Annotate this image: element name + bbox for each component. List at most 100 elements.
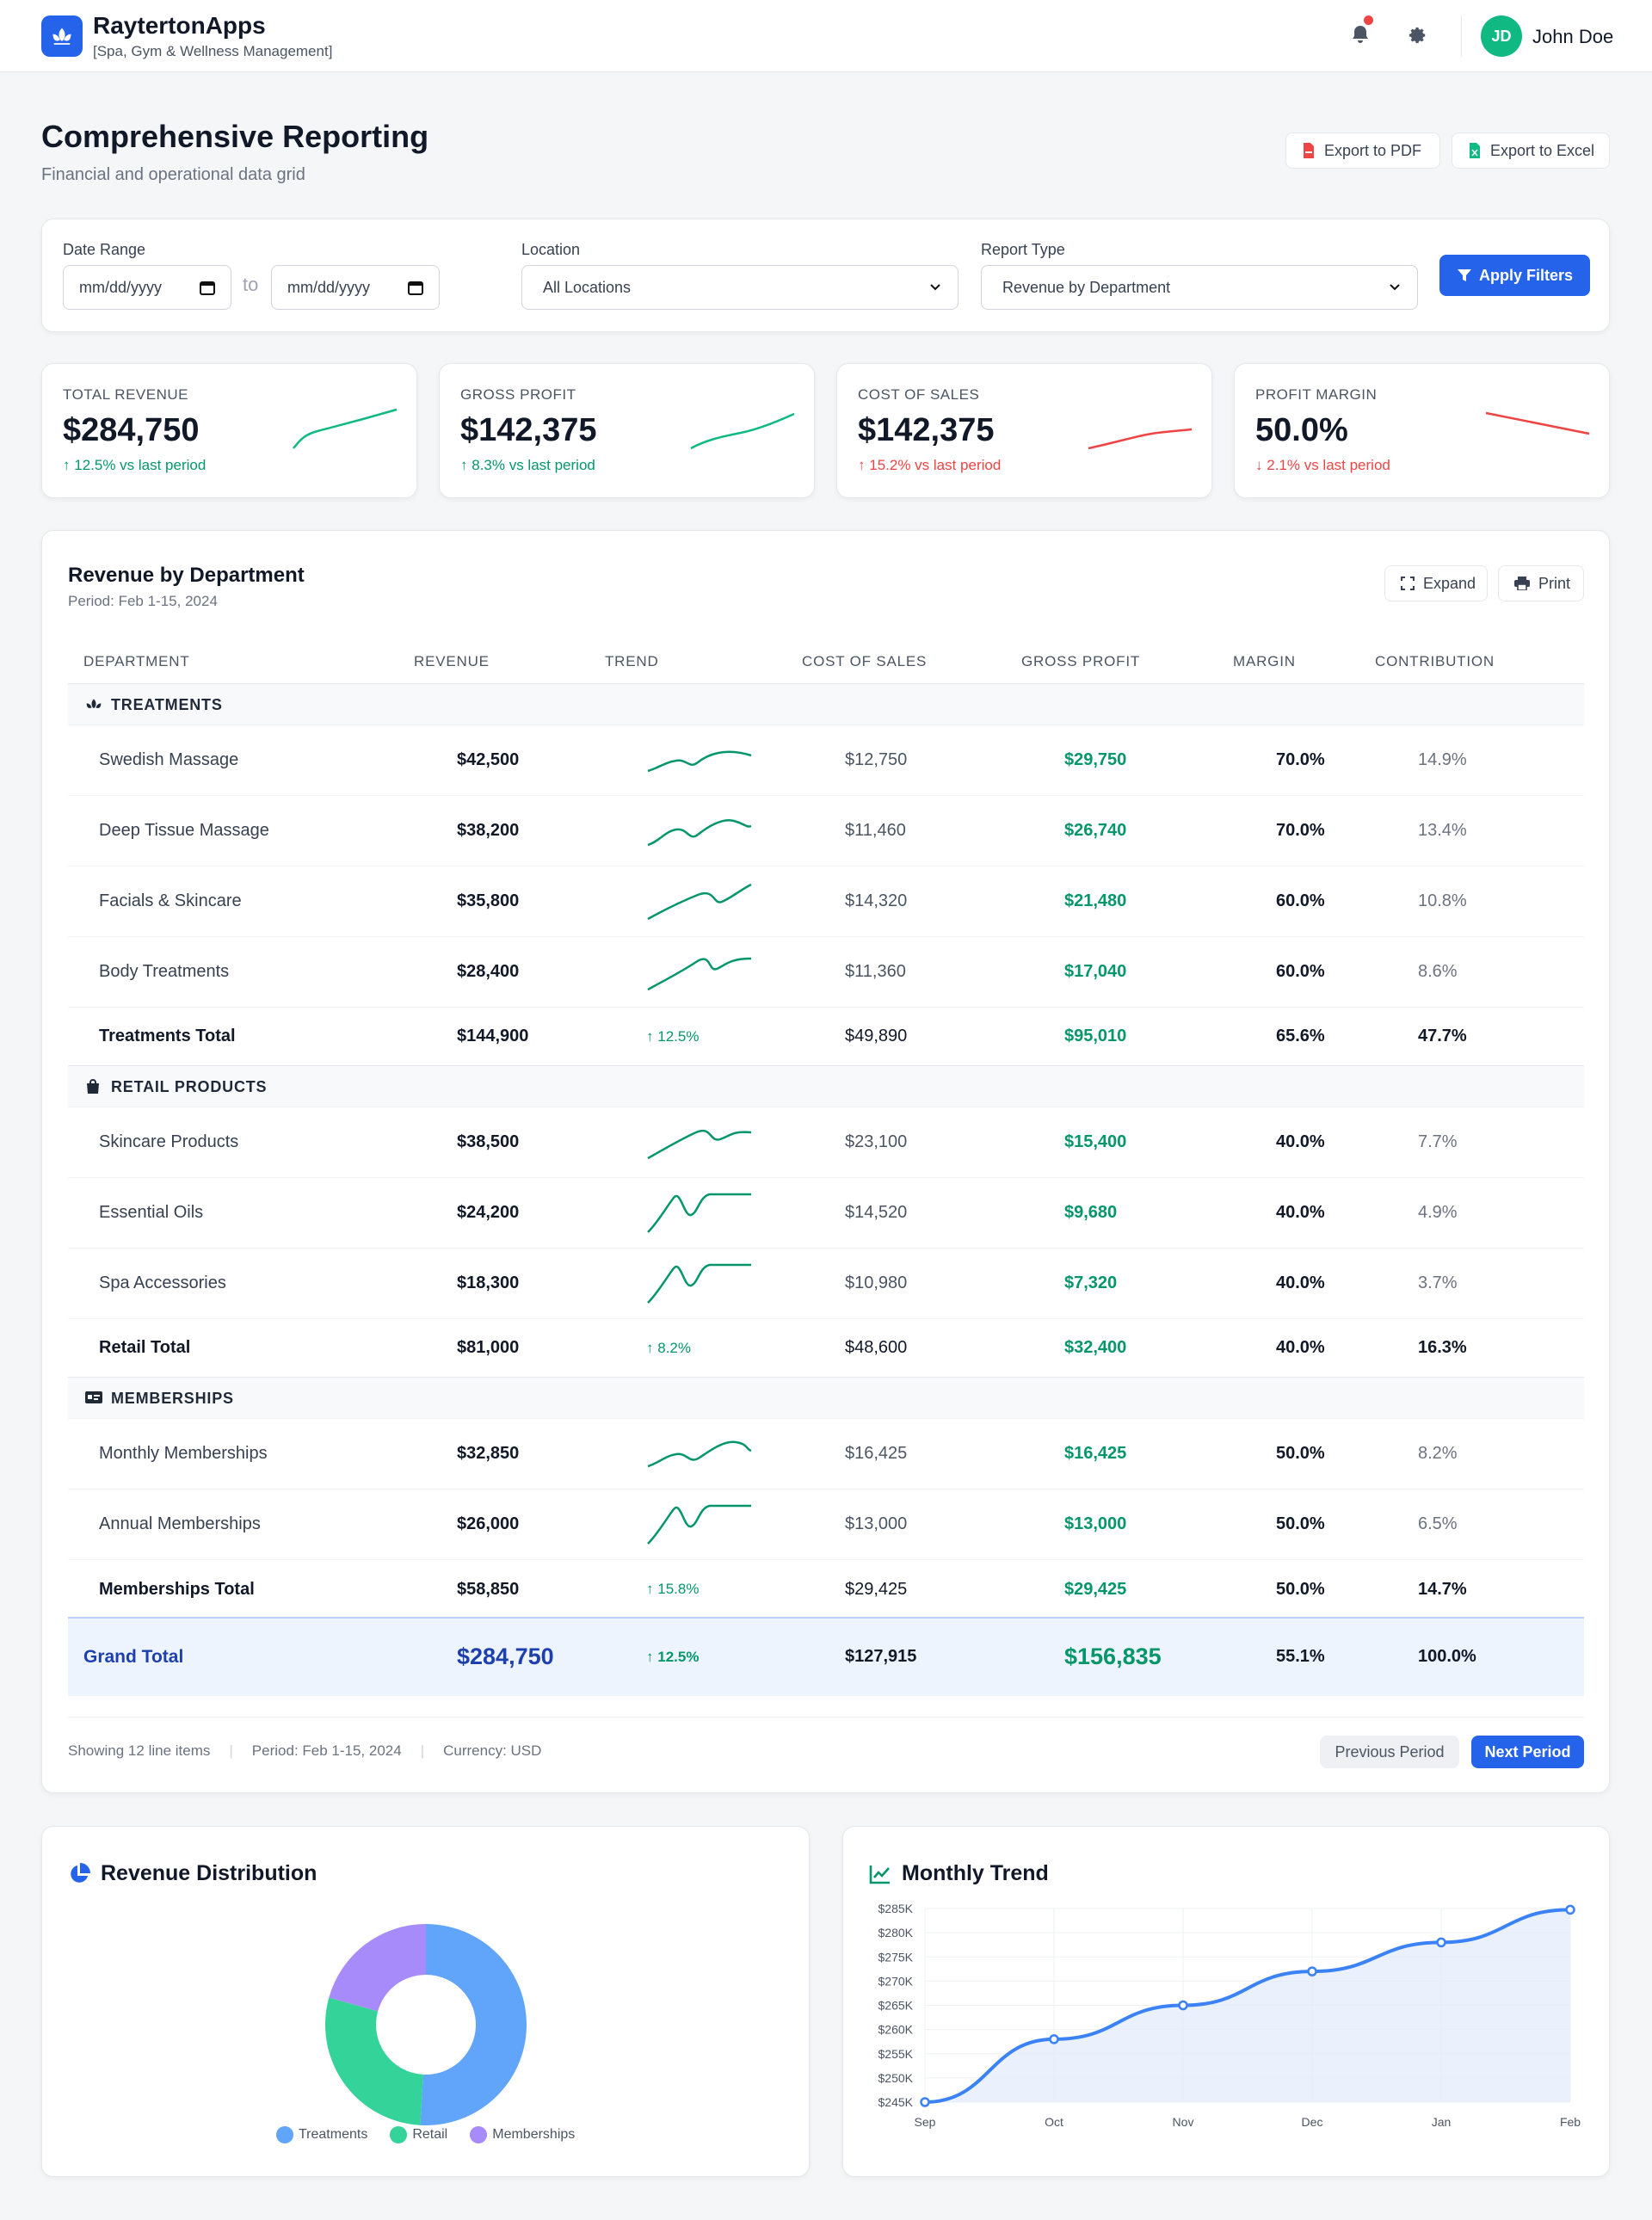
trend-sparkline [646, 937, 753, 1007]
print-label: Print [1538, 574, 1571, 592]
margin-value: 60.0% [1276, 891, 1325, 910]
legend-swatch [276, 2126, 293, 2143]
date-from-input[interactable]: mm/dd/yyyy [63, 265, 231, 310]
table-row[interactable]: Facials & Skincare $35,800 $14,320 $21,4… [68, 866, 1584, 937]
table-row[interactable]: Annual Memberships $26,000 $13,000 $13,0… [68, 1489, 1584, 1560]
trend-sparkline [646, 1107, 753, 1177]
table-row[interactable]: Spa Accessories $18,300 $10,980 $7,320 4… [68, 1249, 1584, 1319]
y-tick-label: $275K [878, 1950, 914, 1964]
cost-value: $49,890 [845, 1027, 908, 1045]
data-point[interactable] [1049, 2034, 1059, 2044]
column-header[interactable]: CONTRIBUTION [1375, 653, 1495, 669]
column-header[interactable]: REVENUE [414, 653, 490, 669]
table-row[interactable]: Body Treatments $28,400 $11,360 $17,040 … [68, 937, 1584, 1008]
lotus-icon [52, 28, 71, 45]
data-point[interactable] [1178, 2000, 1188, 2011]
app-logo[interactable] [41, 15, 83, 57]
kpi-value: $142,375 [858, 412, 995, 448]
cost-value: $14,520 [845, 1203, 908, 1222]
column-header: TREND [605, 653, 659, 669]
pie-slice[interactable] [329, 1924, 426, 2012]
table-row[interactable]: Monthly Memberships $32,850 $16,425 $16,… [68, 1419, 1584, 1489]
column-header[interactable]: MARGIN [1233, 653, 1296, 669]
apply-filters-button[interactable]: Apply Filters [1439, 255, 1590, 296]
excel-file-icon [1470, 143, 1480, 158]
legend-swatch [470, 2126, 488, 2143]
data-point[interactable] [920, 2097, 930, 2107]
data-point[interactable] [1565, 1904, 1575, 1915]
x-tick-label: Feb [1560, 2115, 1581, 2129]
contribution-value: 3.7% [1418, 1273, 1458, 1292]
area-fill [925, 1909, 1570, 2102]
export-excel-button[interactable]: Export to Excel [1452, 133, 1610, 169]
calendar-icon [408, 281, 423, 295]
pdf-file-icon [1304, 143, 1314, 158]
app-name: RaytertonApps [93, 12, 266, 39]
category-row-retail[interactable]: RETAIL PRODUCTS [68, 1066, 1584, 1107]
column-header[interactable]: DEPARTMENT [83, 653, 190, 669]
legend-item[interactable]: Memberships [492, 2127, 576, 2142]
category-label: MEMBERSHIPS [111, 1390, 234, 1407]
sparkline-down [1485, 411, 1590, 435]
revenue-distribution-card: Revenue Distribution Treatments Retail M… [41, 1826, 810, 2177]
profit-value: $32,400 [1064, 1338, 1127, 1357]
print-button[interactable]: Print [1498, 565, 1584, 601]
contribution-value: 4.9% [1418, 1203, 1458, 1222]
profit-value: $7,320 [1064, 1273, 1118, 1292]
page-subtitle: Financial and operational data grid [41, 165, 305, 184]
printer-icon [1514, 577, 1530, 590]
revenue-value: $144,900 [457, 1027, 529, 1045]
table-row[interactable]: Swedish Massage $42,500 $12,750 $29,750 … [68, 725, 1584, 796]
table-row[interactable]: Essential Oils $24,200 $14,520 $9,680 40… [68, 1178, 1584, 1249]
pie-slice[interactable] [325, 1997, 423, 2125]
export-pdf-button[interactable]: Export to PDF [1285, 133, 1440, 169]
expand-label: Expand [1423, 574, 1476, 592]
notifications-button[interactable] [1351, 24, 1370, 49]
previous-period-button[interactable]: Previous Period [1320, 1736, 1459, 1768]
report-type-value: Revenue by Department [1002, 278, 1171, 296]
cost-value: $23,100 [845, 1132, 908, 1151]
trend-sparkline [646, 866, 753, 936]
legend-item[interactable]: Treatments [299, 2127, 368, 2142]
category-row-treatments[interactable]: TREATMENTS [68, 684, 1584, 725]
top-bar: RaytertonApps [Spa, Gym & Wellness Manag… [0, 0, 1652, 72]
department-name: Swedish Massage [99, 750, 239, 769]
legend-item[interactable]: Retail [412, 2127, 448, 2142]
report-type-select[interactable]: Revenue by Department [981, 265, 1418, 310]
location-select[interactable]: All Locations [521, 265, 959, 310]
y-tick-label: $245K [878, 2095, 914, 2109]
revenue-value: $18,300 [457, 1273, 520, 1292]
column-header[interactable]: COST OF SALES [802, 653, 928, 669]
table-row[interactable]: Deep Tissue Massage $38,200 $11,460 $26,… [68, 796, 1584, 866]
table-header: DEPARTMENT REVENUE TREND COST OF SALES G… [68, 638, 1584, 684]
table-footer-info: Showing 12 line items | Period: Feb 1-15, … [68, 1742, 542, 1759]
settings-button[interactable] [1409, 26, 1427, 49]
data-point[interactable] [1307, 1966, 1317, 1976]
column-header[interactable]: GROSS PROFIT [1021, 653, 1141, 669]
report-type-label: Report Type [981, 241, 1065, 258]
y-tick-label: $280K [878, 1926, 914, 1939]
user-name[interactable]: John Doe [1532, 26, 1614, 47]
date-to-input[interactable]: mm/dd/yyyy [271, 265, 440, 310]
avatar[interactable]: JD [1481, 15, 1522, 57]
kpi-label: GROSS PROFIT [460, 386, 576, 403]
data-point[interactable] [1436, 1937, 1446, 1948]
y-tick-label: $265K [878, 1999, 914, 2013]
kpi-value: 50.0% [1255, 412, 1348, 448]
contribution-value: 8.2% [1418, 1444, 1458, 1463]
divider [1461, 15, 1462, 57]
expand-button[interactable]: Expand [1384, 565, 1488, 601]
profit-value: $29,750 [1064, 750, 1127, 769]
pie-slice[interactable] [420, 1924, 527, 2125]
table-row[interactable]: Skincare Products $38,500 $23,100 $15,40… [68, 1107, 1584, 1178]
margin-value: 50.0% [1276, 1579, 1325, 1599]
kpi-card-total-revenue: TOTAL REVENUE $284,750 ↑ 12.5% vs last p… [41, 363, 417, 498]
export-pdf-label: Export to PDF [1324, 141, 1422, 159]
trend-sparkline [646, 1419, 753, 1489]
kpi-card-cost-of-sales: COST OF SALES $142,375 ↑ 15.2% vs last p… [836, 363, 1212, 498]
series-line [924, 1908, 1571, 2104]
category-row-memberships[interactable]: MEMBERSHIPS [68, 1378, 1584, 1419]
next-period-button[interactable]: Next Period [1471, 1736, 1584, 1768]
cost-value: $13,000 [845, 1514, 908, 1533]
kpi-value: $142,375 [460, 412, 597, 448]
